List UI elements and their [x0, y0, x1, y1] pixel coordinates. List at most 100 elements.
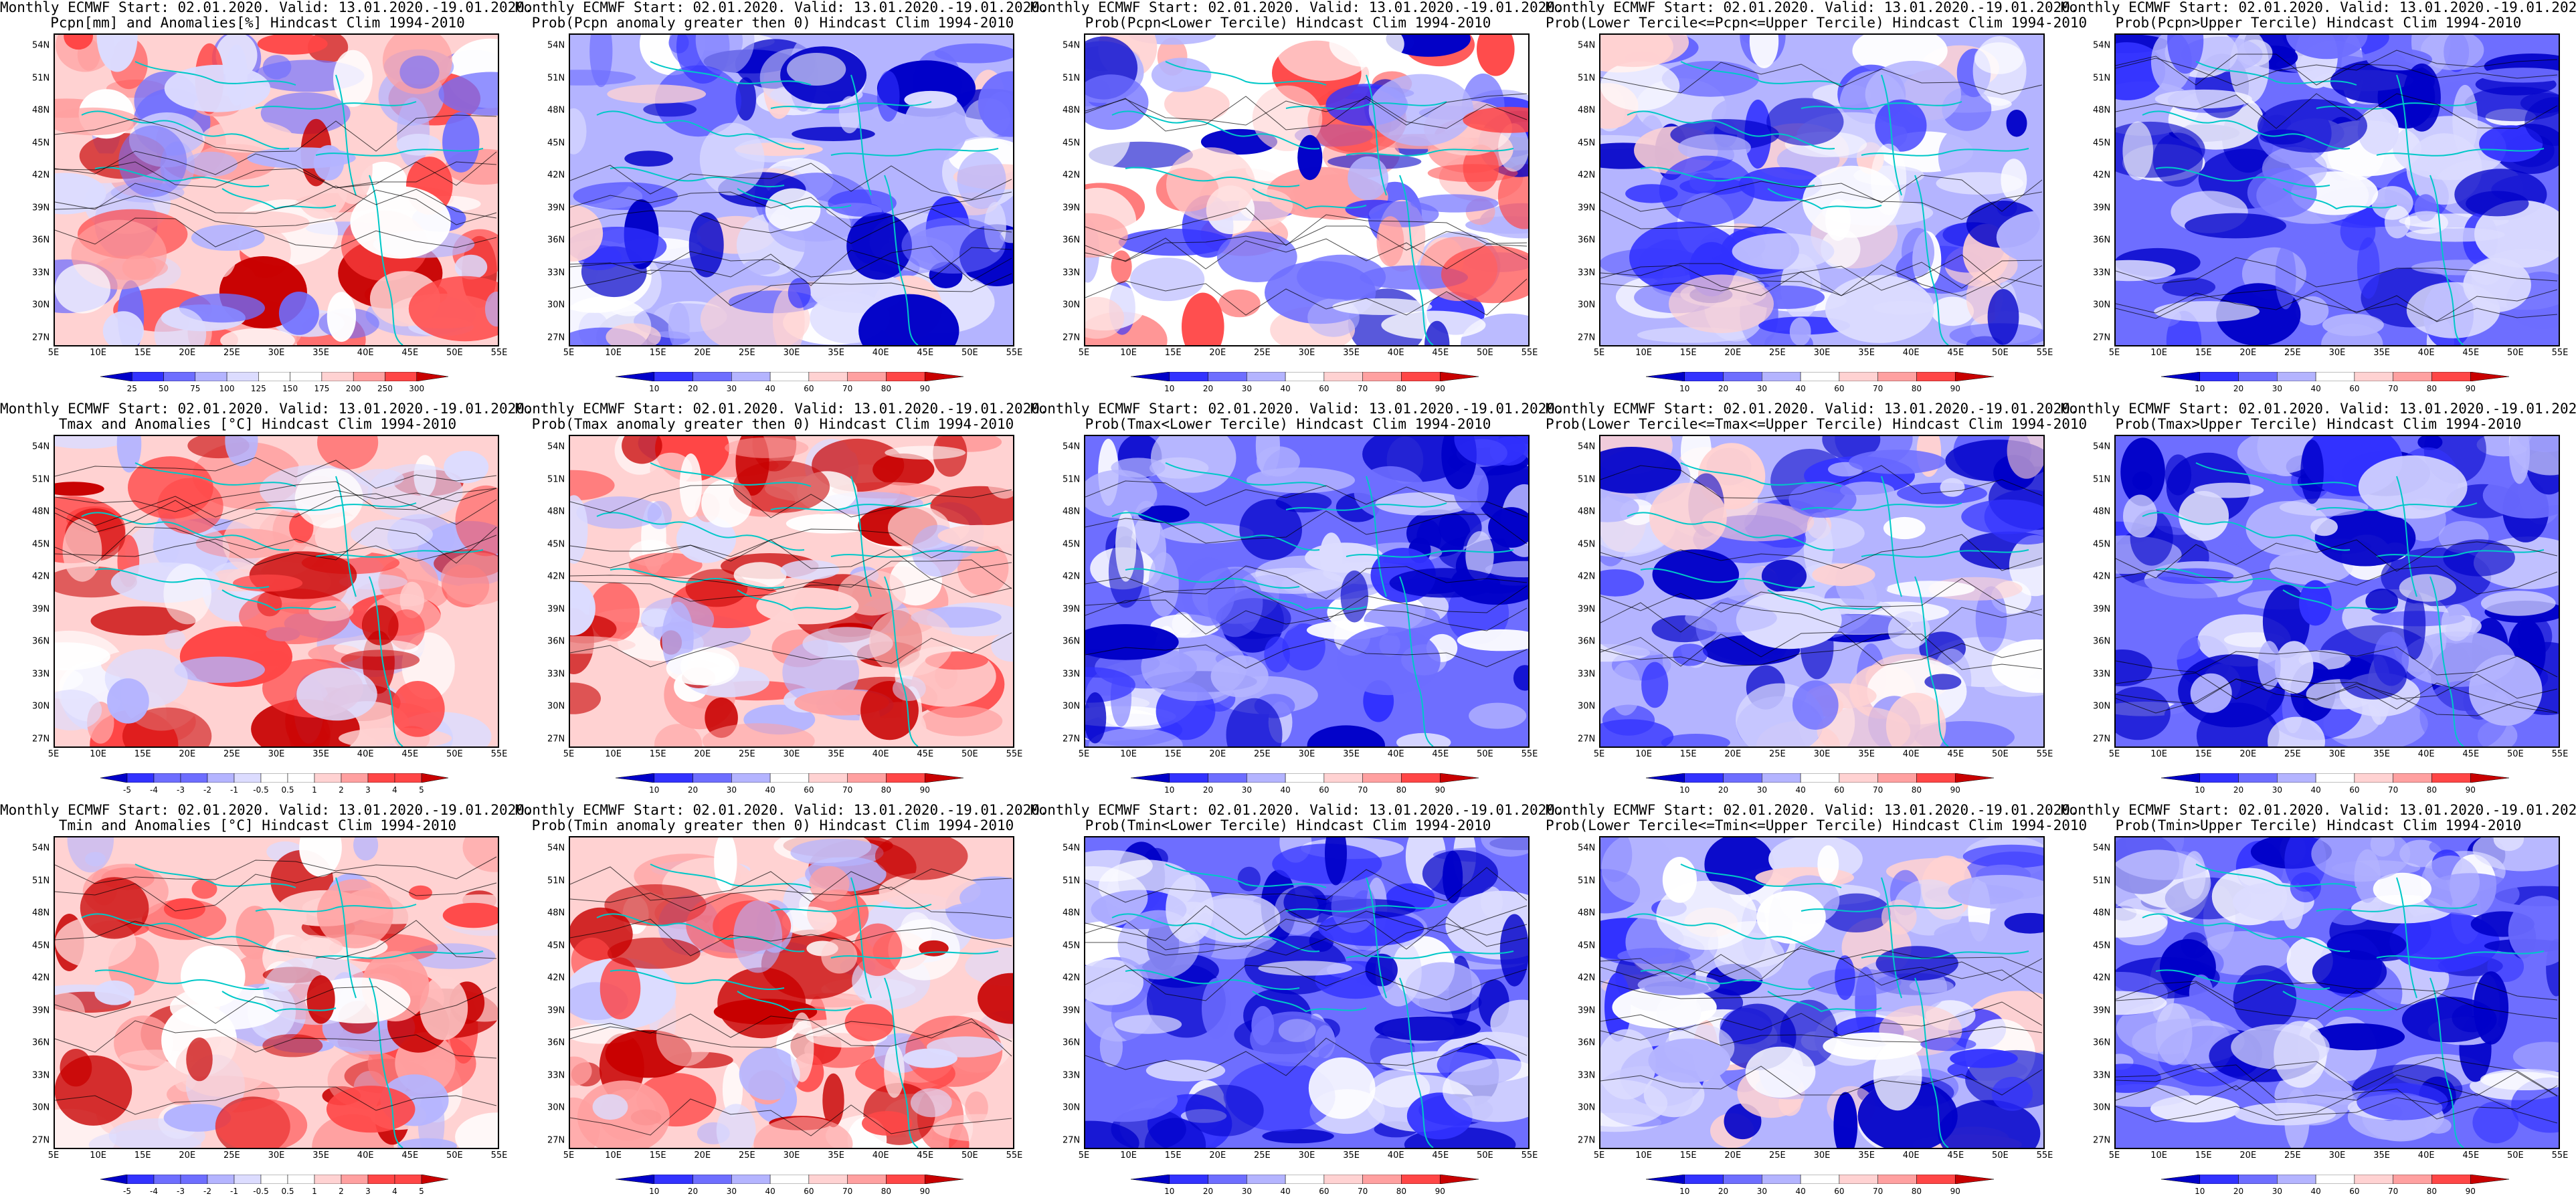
latitude-label: 27N	[547, 734, 565, 744]
colorbar-label: 40	[2310, 785, 2321, 795]
colorbar-label: 3	[365, 1187, 371, 1196]
colorbar-segment	[693, 372, 732, 381]
colorbar-label: 80	[1396, 384, 1407, 393]
colorbar-segment	[1954, 773, 1994, 783]
colorbar-label: -1	[230, 1187, 238, 1196]
map-area	[569, 435, 1014, 748]
latitude-label: 51N	[32, 876, 50, 886]
coastline	[255, 904, 417, 912]
longitude-label: 20E	[1724, 749, 1742, 759]
latitude-label: 33N	[1578, 268, 1596, 278]
latitude-label: 33N	[547, 268, 565, 278]
latitude-label: 54N	[547, 843, 565, 854]
longitude-label: 40E	[872, 1150, 889, 1161]
colorbar-label: 30	[1241, 1187, 1252, 1196]
colorbar-segment	[1362, 1175, 1402, 1184]
latitude-label: 42N	[2093, 170, 2111, 181]
colorbar-label: 40	[1795, 384, 1806, 393]
latitude-label: 30N	[2093, 1102, 2111, 1113]
longitude-label: 55E	[2551, 749, 2569, 759]
colorbar-label: -4	[150, 785, 158, 795]
coastline	[369, 977, 403, 1148]
colorbar-label: 70	[842, 785, 853, 795]
contour-line	[55, 534, 497, 562]
colorbar-segment	[847, 1175, 887, 1184]
colorbar-segment	[1169, 372, 1208, 381]
coastline	[2155, 969, 2330, 991]
latitude-label: 54N	[1578, 40, 1596, 51]
longitude-label: 20E	[179, 1150, 196, 1161]
colorbar-segment	[693, 1175, 732, 1184]
coastline	[1366, 74, 1387, 196]
colorbar-label: 80	[1396, 1187, 1407, 1196]
map-area	[1084, 836, 1530, 1149]
latitude-label: 54N	[2093, 441, 2111, 452]
latitude-label: 42N	[32, 571, 50, 582]
contour-line	[55, 920, 497, 960]
colorbar-segment	[2277, 372, 2316, 381]
latitude-label: 54N	[32, 441, 50, 452]
longitude-label: 5E	[1593, 1150, 1605, 1161]
longitude-label: 10E	[90, 348, 106, 358]
latitude-label: 42N	[547, 973, 565, 983]
colorbar-segment	[2238, 773, 2278, 783]
contour-line	[55, 150, 497, 189]
longitude-label: 5E	[1078, 749, 1090, 759]
latitude-label: 36N	[32, 636, 50, 647]
latitude-label: 36N	[32, 1037, 50, 1048]
longitude-label: 55E	[2551, 348, 2569, 358]
longitude-label: 30E	[783, 348, 800, 358]
colorbar-label: 80	[1911, 1187, 1922, 1196]
colorbar-segment	[2354, 372, 2393, 381]
colorbar-label: 30	[2272, 1187, 2282, 1196]
latitude-label: 45N	[547, 138, 565, 148]
contour-line	[1085, 965, 1528, 1001]
colorbar-label: 90	[1950, 384, 1960, 393]
colorbar-segment	[1839, 372, 1878, 381]
colorbar-segment	[1684, 1175, 1724, 1184]
coastline	[335, 476, 357, 597]
colorbar-segment	[1439, 1175, 1479, 1184]
colorbar	[2161, 1175, 2509, 1184]
colorbar-label: 80	[881, 1187, 892, 1196]
coastline	[1399, 977, 1434, 1148]
contour-line	[2116, 982, 2558, 1019]
colorbar-segment	[1762, 773, 1801, 783]
longitude-label: 15E	[1679, 348, 1697, 358]
colorbar-label: 40	[765, 1187, 775, 1196]
latitude-label: 54N	[2093, 40, 2111, 51]
colorbar-segment	[654, 773, 693, 783]
colorbar-segment	[2470, 372, 2509, 381]
coastline	[1914, 977, 1949, 1148]
colorbar-label: 40	[1280, 384, 1291, 393]
longitude-label: 35E	[828, 749, 844, 759]
latitude-label: 27N	[547, 1135, 565, 1145]
longitude-label: 35E	[312, 749, 329, 759]
colorbar-segment	[126, 773, 155, 783]
contour-line	[570, 528, 1012, 562]
latitude-label: 54N	[1063, 441, 1081, 452]
latitude-label: 51N	[547, 474, 565, 484]
colorbar-segment	[314, 773, 342, 783]
coastline	[1881, 476, 1902, 597]
panel-title: Monthly ECMWF Start: 02.01.2020. Valid: …	[515, 0, 1048, 31]
contour-line	[1600, 578, 2043, 616]
latitude-label: 42N	[547, 170, 565, 181]
colorbar-label: 10	[1164, 785, 1175, 795]
map-panel: Monthly ECMWF Start: 02.01.2020. Valid: …	[0, 803, 533, 1204]
colorbar-segment	[616, 1175, 655, 1184]
longitude-label: 45E	[401, 1150, 419, 1161]
latitude-label: 54N	[1578, 441, 1596, 452]
colorbar-segment	[353, 372, 385, 381]
longitude-label: 30E	[1298, 749, 1315, 759]
colorbar-segment	[1877, 372, 1917, 381]
colorbar-label: 70	[2388, 1187, 2399, 1196]
coastline	[1366, 476, 1387, 597]
longitude-label: 15E	[2195, 348, 2212, 358]
colorbar-segment	[341, 1175, 369, 1184]
colorbar-segment	[2393, 372, 2432, 381]
coastline	[1125, 969, 1300, 991]
coastline	[830, 950, 999, 959]
contour-line	[570, 208, 1012, 244]
longitude-label: 30E	[783, 1150, 800, 1161]
